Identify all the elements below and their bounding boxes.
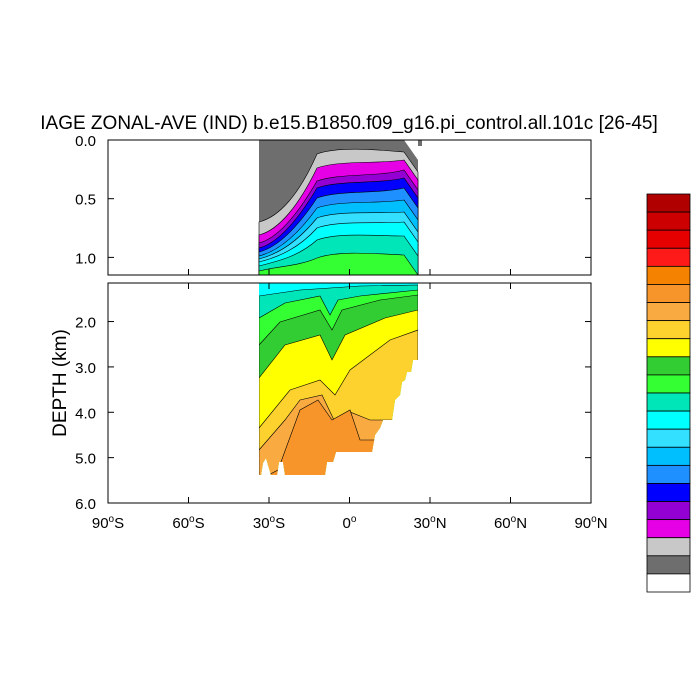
colorbar-swatch — [646, 464, 691, 484]
colorbar-swatch — [646, 555, 691, 575]
lower-depth-tick-label: 6.0 — [75, 496, 96, 513]
upper-depth-tick-label: 1.0 — [75, 250, 96, 267]
lower-depth-tick-label: 5.0 — [75, 451, 96, 468]
lat-tick-label: 0o — [343, 514, 357, 532]
colorbar-swatch — [646, 410, 691, 430]
colorbar-swatch — [646, 501, 691, 521]
colorbar-swatch — [646, 446, 691, 466]
lower-depth-tick-label: 4.0 — [75, 405, 96, 422]
upper-contour-level-10 — [258, 252, 419, 275]
upper-depth-tick-label: 0.5 — [75, 192, 96, 209]
colorbar-swatch — [646, 392, 691, 412]
colorbar — [646, 193, 691, 593]
colorbar-swatch — [646, 537, 691, 557]
chart-title: IAGE ZONAL-AVE (IND) b.e15.B1850.f09_g16… — [40, 113, 657, 134]
colorbar-swatch — [646, 356, 691, 376]
lower-contour-level-7 — [259, 399, 418, 475]
lat-tick-label: 60oN — [494, 514, 527, 532]
upper-depth-tick-label: 0.0 — [75, 133, 96, 150]
colorbar-swatch — [646, 247, 691, 267]
lat-tick-label: 60oS — [172, 514, 204, 532]
colorbar-swatch — [646, 483, 691, 502]
colorbar-swatch — [646, 519, 691, 539]
colorbar-swatch — [646, 320, 691, 340]
y-axis-label: DEPTH (km) — [50, 329, 71, 437]
lower-depth-tick-label: 2.0 — [75, 315, 96, 332]
colorbar-swatch — [646, 284, 691, 303]
lat-tick-label: 90oS — [92, 514, 124, 532]
latitude-axis: 90oS 60oS 30oS 0o 30oN 60oN 90oN — [92, 269, 608, 532]
lower-depth-tick-label: 3.0 — [75, 360, 96, 377]
lat-tick-label: 30oN — [413, 514, 446, 532]
lat-tick-label: 90oN — [574, 514, 607, 532]
lower-depth-axis: 2.0 3.0 4.0 5.0 6.0 — [75, 315, 591, 513]
upper-depth-axis: 0.0 0.5 1.0 — [75, 133, 591, 267]
upper-panel-contour-fills — [258, 140, 422, 275]
colorbar-swatch — [646, 265, 691, 285]
colorbar-swatch — [646, 193, 691, 213]
upper-surface-patch — [418, 140, 422, 146]
colorbar-swatch — [646, 229, 691, 249]
colorbar-swatch — [646, 573, 691, 593]
lat-tick-label: 30oS — [253, 514, 285, 532]
colorbar-swatch — [646, 338, 691, 358]
colorbar-swatch — [646, 302, 691, 322]
lower-panel-contour-fills — [259, 283, 418, 475]
colorbar-swatch — [646, 428, 691, 448]
colorbar-swatch — [646, 374, 691, 394]
colorbar-swatch — [646, 211, 691, 231]
